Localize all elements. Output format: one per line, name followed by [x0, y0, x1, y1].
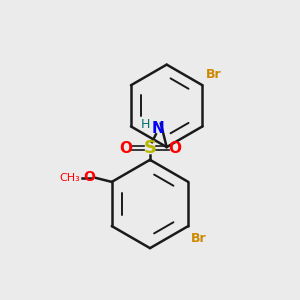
- Text: N: N: [152, 121, 164, 136]
- Text: O: O: [119, 140, 132, 155]
- Text: O: O: [83, 170, 95, 184]
- Text: Br: Br: [206, 68, 222, 81]
- Text: S: S: [143, 139, 157, 157]
- Text: O: O: [168, 140, 181, 155]
- Text: CH₃: CH₃: [59, 173, 80, 183]
- Text: Br: Br: [191, 232, 207, 245]
- Text: H: H: [140, 118, 150, 131]
